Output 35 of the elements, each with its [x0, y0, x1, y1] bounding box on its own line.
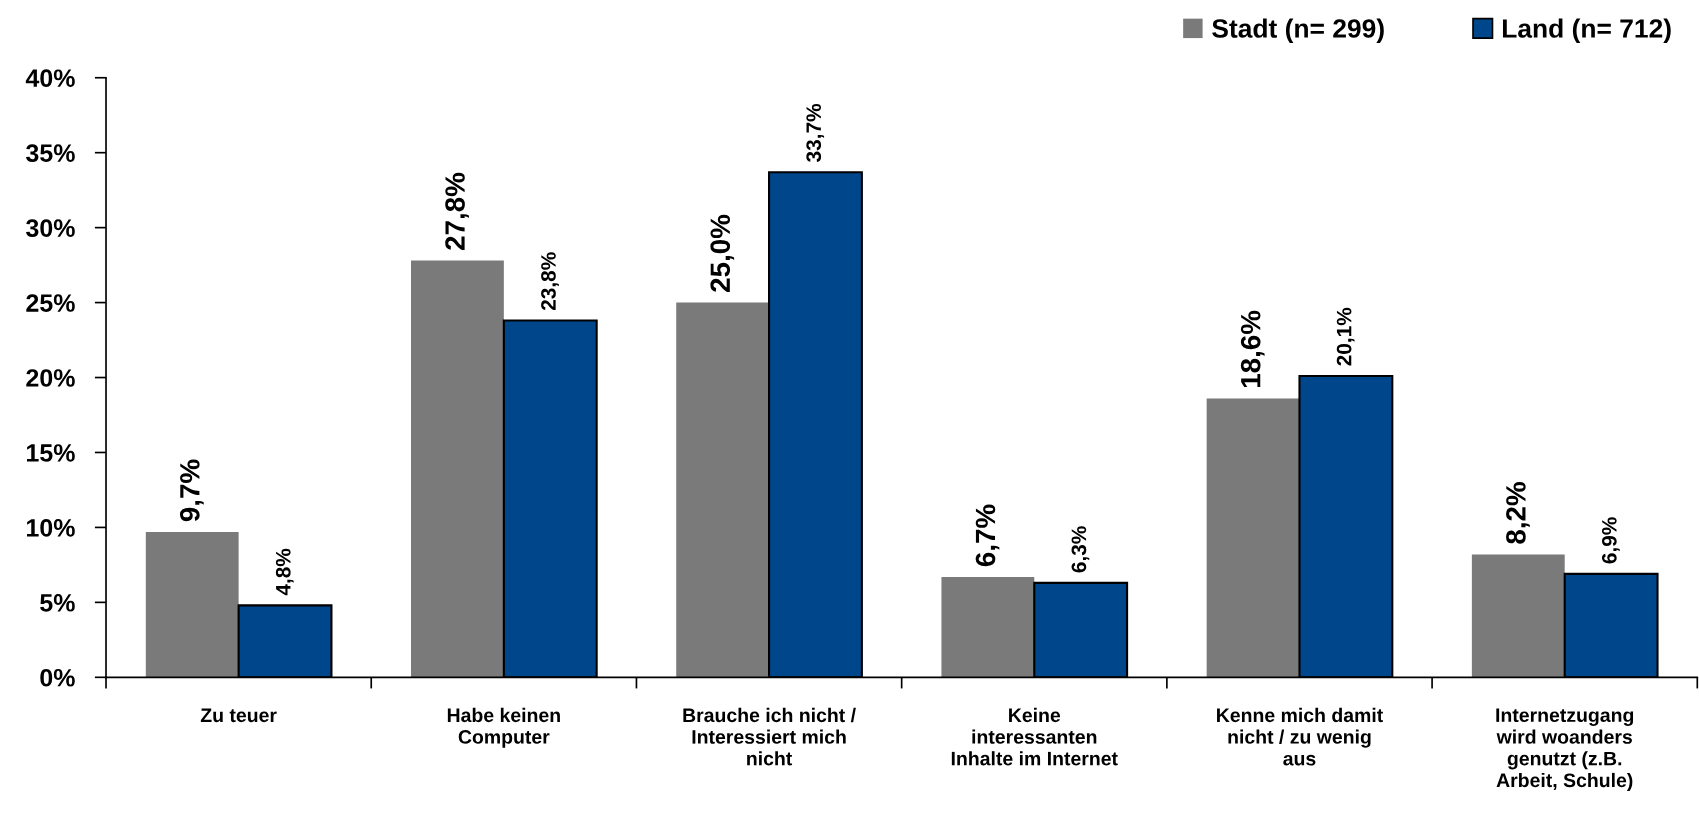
y-tick-label: 40%	[25, 69, 75, 88]
data-label: 25,0%	[710, 214, 735, 292]
x-tick-label: Kenne mich damit nicht / zu wenig aus	[1217, 707, 1383, 766]
legend-label: Stadt (n= 299)	[1212, 18, 1384, 44]
y-tick-label: 30%	[26, 219, 75, 237]
data-label: 9,7%	[180, 459, 204, 522]
data-label: 27,8%	[445, 172, 469, 250]
data-label: 18,6%	[1240, 310, 1265, 388]
y-tick-label: 25%	[26, 294, 75, 312]
y-tick-label: 35%	[26, 144, 75, 163]
y-tick-label: 10%	[27, 519, 75, 537]
x-tick-label: Brauche ich nicht / Interessiert mich nicht	[683, 707, 856, 766]
bar	[145, 531, 239, 678]
bar	[941, 576, 1035, 678]
bar	[1206, 398, 1300, 678]
y-tick-label: 0%	[40, 668, 75, 687]
data-label: 6,9%	[1601, 517, 1620, 564]
data-label: 8,2%	[1506, 482, 1530, 544]
data-label: 4,8%	[275, 548, 294, 596]
y-tick-label: 5%	[40, 594, 75, 612]
x-tick-label: Internetzugang wird woanders genutzt (z.B. Arbeit, Schule)	[1496, 708, 1634, 792]
data-label: 33,7%	[806, 103, 825, 162]
data-label: 20,1%	[1336, 307, 1355, 366]
bar	[676, 302, 770, 678]
x-tick-label: Habe keinen Computer	[447, 707, 560, 748]
bar	[1471, 554, 1565, 678]
x-tick-label: Zu teuer	[200, 708, 277, 723]
data-label: 23,8%	[541, 252, 559, 311]
data-label: 6,3%	[1071, 526, 1090, 573]
y-tick-label: 15%	[27, 444, 75, 462]
data-label: 6,7%	[975, 504, 1000, 567]
y-tick-label: 20%	[26, 369, 75, 387]
x-tick-label: Keine interessanten Inhalte im Internet	[951, 707, 1118, 766]
legend-label: Land (n= 712)	[1502, 18, 1671, 44]
bar	[411, 260, 504, 678]
